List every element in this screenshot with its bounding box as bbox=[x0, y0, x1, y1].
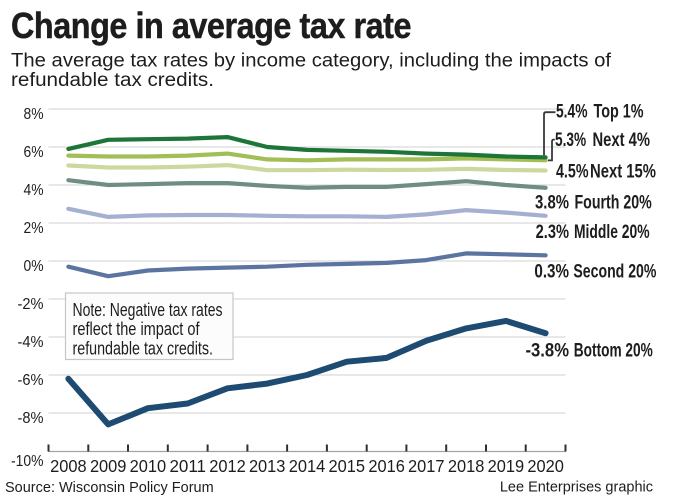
svg-text:2017: 2017 bbox=[408, 456, 445, 476]
svg-text:0.3%: 0.3% bbox=[534, 262, 569, 283]
svg-text:Source: Wisconsin Policy Forum: Source: Wisconsin Policy Forum bbox=[5, 480, 214, 496]
svg-text:5.3%: 5.3% bbox=[555, 130, 586, 151]
svg-text:Next 4%: Next 4% bbox=[593, 130, 651, 151]
svg-text:-8%: -8% bbox=[18, 410, 44, 427]
svg-text:3.8%: 3.8% bbox=[535, 192, 569, 213]
svg-text:2014: 2014 bbox=[289, 456, 326, 476]
svg-text:Next 15%: Next 15% bbox=[590, 161, 656, 182]
svg-text:Note: Negative tax rates: Note: Negative tax rates bbox=[73, 300, 223, 320]
svg-text:Bottom 20%: Bottom 20% bbox=[574, 341, 653, 362]
svg-text:reflect the impact of: reflect the impact of bbox=[73, 319, 201, 339]
svg-text:Second 20%: Second 20% bbox=[573, 262, 656, 283]
svg-text:2020: 2020 bbox=[527, 456, 564, 476]
svg-text:2.3%: 2.3% bbox=[536, 222, 569, 243]
svg-text:0%: 0% bbox=[24, 258, 44, 275]
svg-text:refundable tax credits.: refundable tax credits. bbox=[11, 70, 214, 91]
svg-text:2008: 2008 bbox=[50, 456, 87, 476]
svg-text:refundable tax credits.: refundable tax credits. bbox=[73, 339, 214, 359]
svg-text:-4%: -4% bbox=[18, 334, 44, 351]
svg-text:2010: 2010 bbox=[130, 456, 167, 476]
svg-text:6%: 6% bbox=[24, 144, 44, 161]
svg-text:2%: 2% bbox=[24, 220, 44, 237]
svg-text:4.5%: 4.5% bbox=[556, 161, 589, 182]
svg-text:Top 1%: Top 1% bbox=[594, 101, 644, 122]
svg-text:-2%: -2% bbox=[18, 296, 44, 313]
svg-text:2016: 2016 bbox=[368, 456, 405, 476]
svg-text:8%: 8% bbox=[24, 106, 44, 123]
svg-text:2013: 2013 bbox=[249, 456, 286, 476]
svg-text:-10%: -10% bbox=[11, 453, 44, 470]
svg-text:Lee Enterprises graphic: Lee Enterprises graphic bbox=[500, 480, 653, 496]
svg-text:2011: 2011 bbox=[169, 456, 206, 476]
svg-text:2009: 2009 bbox=[90, 456, 127, 476]
svg-text:2019: 2019 bbox=[488, 456, 525, 476]
svg-text:2015: 2015 bbox=[329, 456, 366, 476]
svg-text:4%: 4% bbox=[24, 182, 44, 199]
svg-text:-3.8%: -3.8% bbox=[526, 341, 570, 362]
svg-text:The average tax rates by incom: The average tax rates by income category… bbox=[11, 51, 612, 72]
svg-text:Middle 20%: Middle 20% bbox=[574, 222, 650, 243]
svg-text:2018: 2018 bbox=[448, 456, 485, 476]
svg-text:Change in average tax rate: Change in average tax rate bbox=[11, 5, 411, 46]
svg-text:Fourth 20%: Fourth 20% bbox=[575, 192, 652, 213]
svg-text:-6%: -6% bbox=[18, 372, 44, 389]
svg-text:2012: 2012 bbox=[209, 456, 246, 476]
svg-text:5.4%: 5.4% bbox=[556, 101, 588, 122]
